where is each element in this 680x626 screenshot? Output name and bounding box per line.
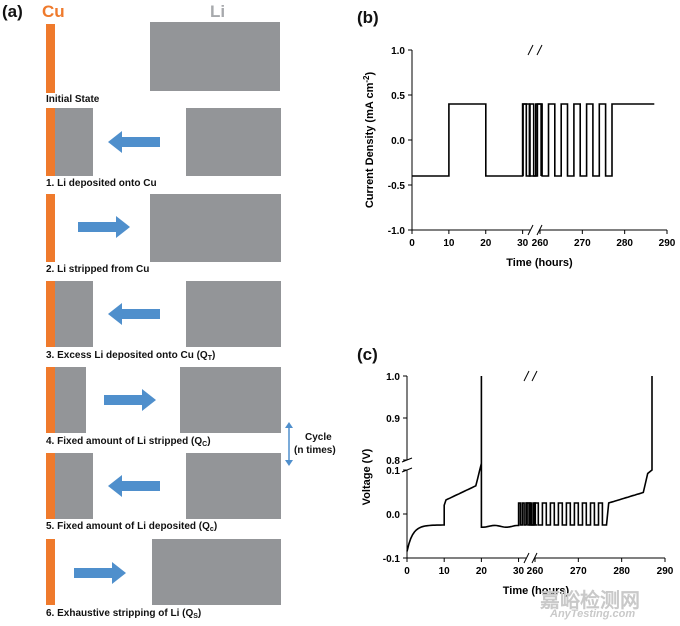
step-label-2: 2. Li stripped from Cu — [46, 264, 150, 275]
y-tick-label: 1.0 — [386, 372, 400, 383]
current-series-line — [522, 103, 655, 177]
step-label-4: 4. Fixed amount of Li stripped (QC) — [46, 436, 211, 448]
step-label-6: 6. Exhaustive stripping of Li (QS) — [46, 608, 202, 620]
x-tick-label: 20 — [476, 566, 488, 577]
deposited-li-layer — [55, 108, 93, 176]
li-electrode — [150, 194, 281, 262]
y-axis-title: Voltage (V) — [361, 448, 373, 505]
li-electrode — [186, 281, 281, 347]
axis-break-mark — [531, 370, 538, 382]
li-label: Li — [210, 2, 226, 21]
axis-break-mark — [527, 44, 534, 56]
watermark-cn: 嘉峪检测网 — [540, 590, 640, 612]
step-label-1: 1. Li deposited onto Cu — [46, 178, 157, 189]
li-electrode — [150, 22, 280, 91]
cu-label: Cu — [42, 2, 65, 21]
x-tick-label: 270 — [570, 566, 587, 577]
x-axis-title: Time (hours) — [503, 585, 570, 597]
current-density-chart: -1.0 -0.5 0.0 0.5 1.0 0 10 20 30 260 270 280 290 Time… — [362, 44, 676, 269]
x-tick-label: 280 — [616, 238, 633, 249]
cu-electrode — [46, 367, 55, 433]
left-arrow-icon — [108, 475, 160, 497]
panel-b-tag: (b) — [357, 8, 379, 27]
axis-break-mark — [523, 552, 530, 564]
y-tick-label: 0.0 — [386, 510, 400, 521]
li-electrode — [152, 539, 281, 605]
y-tick-label: -1.0 — [388, 226, 406, 237]
x-tick-label: 0 — [409, 238, 415, 249]
x-axis-title: Time (hours) — [506, 257, 573, 269]
cu-electrode — [46, 24, 55, 93]
x-tick-label: 10 — [443, 238, 455, 249]
li-electrode — [186, 108, 281, 176]
step-label-3: 3. Excess Li deposited onto Cu (QT) — [46, 350, 216, 362]
y-tick-label: 0.8 — [386, 456, 400, 467]
y-tick-label: 0.9 — [386, 414, 400, 425]
y-tick-label: 0.1 — [386, 466, 400, 477]
left-arrow-icon — [108, 131, 160, 153]
x-tick-label: 260 — [527, 566, 544, 577]
left-arrow-icon — [108, 303, 160, 325]
y-tick-label: -0.1 — [383, 554, 401, 565]
right-arrow-icon — [74, 562, 126, 584]
panel-a-tag: (a) — [2, 2, 23, 21]
x-tick-label: 30 — [517, 238, 529, 249]
voltage-series-line — [525, 376, 653, 526]
y-tick-label: 1.0 — [391, 46, 405, 57]
axis-break-mark — [523, 370, 530, 382]
x-tick-label: 20 — [480, 238, 492, 249]
x-tick-label: 30 — [513, 566, 525, 577]
cu-electrode — [46, 281, 55, 347]
li-electrode — [186, 453, 281, 519]
cu-electrode — [46, 453, 55, 519]
deposited-li-layer — [55, 367, 86, 433]
current-series-line — [412, 103, 542, 177]
step-label-5: 5. Fixed amount of Li deposited (Qc) — [46, 521, 218, 533]
deposited-li-layer — [55, 281, 93, 347]
y-tick-label: 0.5 — [391, 91, 405, 102]
x-tick-label: 290 — [657, 566, 674, 577]
li-electrode — [180, 367, 281, 433]
step-label-initial: Initial State — [46, 94, 100, 105]
cycle-label: Cycle — [305, 432, 332, 443]
cycle-double-arrow-icon — [285, 422, 293, 466]
x-tick-label: 10 — [439, 566, 451, 577]
right-arrow-icon — [104, 389, 156, 411]
y-tick-label: -0.5 — [388, 181, 406, 192]
voltage-chart: 0.8 0.9 1.0 -0.1 0.0 0.1 0 10 20 30 260 270 280 290 Ti… — [361, 370, 674, 597]
axis-break-mark — [536, 44, 543, 56]
x-tick-label: 260 — [532, 238, 549, 249]
x-tick-label: 290 — [659, 238, 676, 249]
axis-break-mark — [527, 224, 534, 236]
x-tick-label: 0 — [404, 566, 410, 577]
right-arrow-icon — [78, 216, 130, 238]
cycle-count-label: (n times) — [294, 445, 336, 456]
deposited-li-layer — [55, 453, 93, 519]
cu-electrode — [46, 194, 55, 262]
cu-electrode — [46, 539, 55, 605]
y-axis-title: Current Density (mA cm-2) — [362, 72, 376, 209]
x-tick-label: 270 — [574, 238, 591, 249]
voltage-series-line — [406, 376, 538, 552]
x-tick-label: 280 — [613, 566, 630, 577]
y-tick-label: 0.0 — [391, 136, 405, 147]
cu-electrode — [46, 108, 55, 176]
panel-c-tag: (c) — [357, 345, 378, 364]
watermark-site: AnyTesting.com — [550, 608, 636, 620]
